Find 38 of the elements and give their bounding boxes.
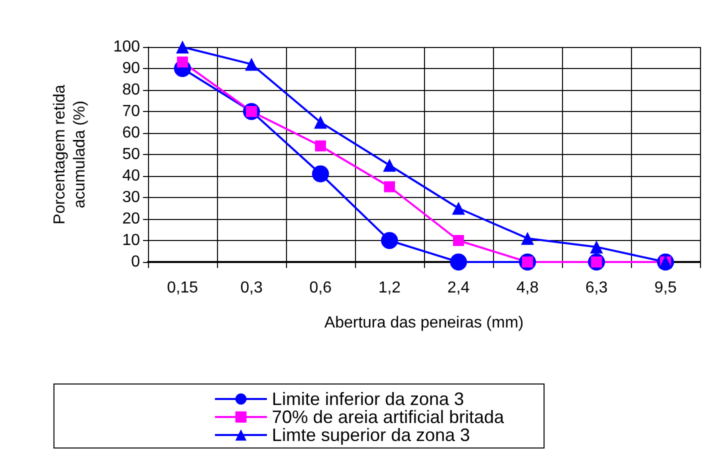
legend-label: Limite inferior da zona 3 xyxy=(272,389,464,409)
x-tick-label: 9,5 xyxy=(654,280,677,296)
x-tick-label: 6,3 xyxy=(585,280,608,296)
x-tick-label: 0,3 xyxy=(240,280,263,296)
point xyxy=(452,202,465,215)
x-axis-title: Abertura das peneiras (mm) xyxy=(324,314,524,332)
y-tick-label: 30 xyxy=(122,189,140,206)
point xyxy=(453,235,464,246)
y-tick-label: 10 xyxy=(122,232,140,249)
x-tick-label: 1,2 xyxy=(378,280,401,296)
x-tick-label: 2,4 xyxy=(447,280,470,296)
point xyxy=(176,40,189,54)
point xyxy=(384,181,395,192)
point xyxy=(312,165,329,182)
y-tick-label: 50 xyxy=(122,146,140,163)
legend-label: 70% de areia artificial britada xyxy=(272,407,506,427)
point xyxy=(450,254,467,270)
y-tick-label: 90 xyxy=(122,60,140,77)
x-tick-label: 0,15 xyxy=(166,280,198,296)
point xyxy=(314,116,327,129)
y-tick-label: 70 xyxy=(122,103,140,120)
point xyxy=(381,232,398,249)
point xyxy=(177,56,188,68)
y-tick-label: 20 xyxy=(122,210,140,228)
y-tick-label: 80 xyxy=(122,82,140,98)
y-tick-label: 0 xyxy=(131,254,140,270)
x-tick-label: 4,8 xyxy=(516,280,539,296)
point xyxy=(590,240,603,254)
point xyxy=(521,232,534,245)
point xyxy=(245,58,258,71)
y-tick-label: 100 xyxy=(113,38,140,56)
y-axis-title: Porcentagem retida acumulada (%) xyxy=(52,84,88,224)
y-tick-label: 60 xyxy=(122,124,140,142)
point xyxy=(315,140,326,152)
legend-label: Limte superior da zona 3 xyxy=(272,425,470,445)
point xyxy=(383,158,396,172)
y-tick-label: 40 xyxy=(122,168,140,184)
x-tick-label: 0,6 xyxy=(309,280,332,296)
